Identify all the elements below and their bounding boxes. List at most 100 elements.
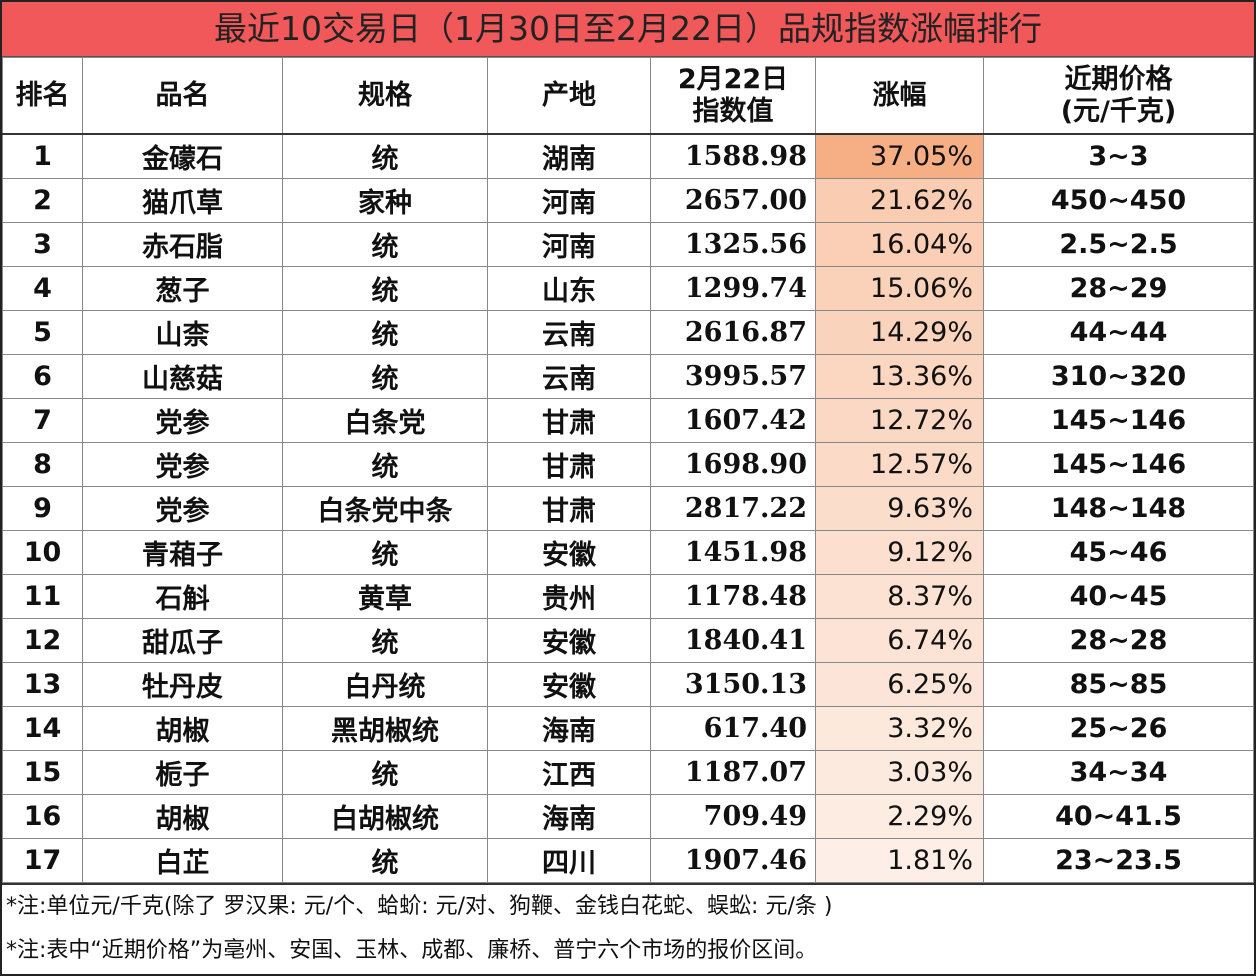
cell: 统: [282, 442, 488, 487]
cell: 9.63%: [815, 486, 984, 531]
cell: 白条党中条: [282, 486, 488, 531]
cell: 16: [2, 794, 83, 839]
cell: 1299.74: [650, 266, 816, 311]
cell: 2.5~2.5: [983, 222, 1254, 267]
cell: 310~320: [983, 354, 1254, 399]
cell: 海南: [487, 794, 651, 839]
cell: 40~45: [983, 574, 1254, 619]
cell: 23~23.5: [983, 838, 1254, 883]
table-row: 14 胡椒 黑胡椒统 海南 617.40 3.32% 25~26: [2, 706, 1254, 751]
table-row: 9 党参 白条党中条 甘肃 2817.22 9.63% 148~148: [2, 486, 1254, 531]
cell: 白胡椒统: [282, 794, 488, 839]
cell: 山慈菇: [82, 354, 283, 399]
cell: 6: [2, 354, 83, 399]
cell: 28~29: [983, 266, 1254, 311]
cell: 石斛: [82, 574, 283, 619]
cell: 12.72%: [815, 398, 984, 443]
cell: 1698.90: [650, 442, 816, 487]
header-cell: 排名: [2, 57, 83, 135]
table-row: 1 金礞石统湖南 1588.98 37.05% 3~3: [2, 133, 1254, 179]
cell: 赤石脂: [82, 222, 283, 267]
header-cell: 涨幅: [815, 57, 984, 135]
cell: 云南: [487, 354, 651, 399]
cell: 统: [282, 133, 488, 179]
header-row: 排名 品名 规格 产地 2月22日 指数值 涨幅 近期价格 (元/千克): [2, 57, 1254, 135]
cell: 白条党: [282, 398, 488, 443]
note: *注:单位元/千克(除了 罗汉果: 元/个、蛤蚧: 元/对、狗鞭、金钱白花蛇、蜈…: [6, 894, 833, 919]
cell: 16.04%: [815, 222, 984, 267]
cell: 148~148: [983, 486, 1254, 531]
cell: 2657.00: [650, 178, 816, 223]
table-row: 7 党参 白条党 甘肃 1607.42 12.72% 145~146: [2, 398, 1254, 443]
cell: 河南: [487, 178, 651, 223]
cell: 家种: [282, 178, 488, 223]
cell: 1588.98: [650, 133, 816, 179]
cell: 15: [2, 750, 83, 795]
cell: 统: [282, 750, 488, 795]
table: 排名 品名 规格 产地 2月22日 指数值 涨幅 近期价格 (元/千克) 1 金礞石统湖南 15…: [2, 57, 1254, 883]
cell: 5: [2, 310, 83, 355]
cell: 统: [282, 530, 488, 575]
cell: 猫爪草: [82, 178, 283, 223]
cell: 葱子: [82, 266, 283, 311]
table-row: 17 白芷统四川 1907.46 1.81% 23~23.5: [2, 838, 1254, 883]
cell: 统: [282, 310, 488, 355]
cell: 145~146: [983, 442, 1254, 487]
cell: 2: [2, 178, 83, 223]
cell: 统: [282, 354, 488, 399]
notes: *注:单位元/千克(除了 罗汉果: 元/个、蛤蚧: 元/对、狗鞭、金钱白花蛇、蜈…: [2, 883, 1254, 973]
cell: 黄草: [282, 574, 488, 619]
cell: 21.62%: [815, 178, 984, 223]
cell: 贵州: [487, 574, 651, 619]
cell: 安徽: [487, 530, 651, 575]
cell: 3~3: [983, 133, 1254, 179]
cell: 统: [282, 838, 488, 883]
header-cell: 规格: [282, 57, 488, 135]
cell: 河南: [487, 222, 651, 267]
cell: 1907.46: [650, 838, 816, 883]
cell: 甘肃: [487, 486, 651, 531]
cell: 8: [2, 442, 83, 487]
cell: 统: [282, 222, 488, 267]
table-row: 10 青葙子统安徽 1451.98 9.12% 45~46: [2, 530, 1254, 575]
cell: 湖南: [487, 133, 651, 179]
cell: 胡椒: [82, 706, 283, 751]
cell: 3995.57: [650, 354, 816, 399]
cell: 金礞石: [82, 133, 283, 179]
cell: 甜瓜子: [82, 618, 283, 663]
cell: 44~44: [983, 310, 1254, 355]
cell: 4: [2, 266, 83, 311]
cell: 2616.87: [650, 310, 816, 355]
table-row: 4 葱子统山东 1299.74 15.06% 28~29: [2, 266, 1254, 311]
cell: 3.32%: [815, 706, 984, 751]
cell: 云南: [487, 310, 651, 355]
table-row: 16 胡椒 白胡椒统 海南 709.49 2.29% 40~41.5: [2, 794, 1254, 839]
cell: 白芷: [82, 838, 283, 883]
table-row: 12 甜瓜子统安徽 1840.41 6.74% 28~28: [2, 618, 1254, 663]
cell: 青葙子: [82, 530, 283, 575]
header-cell: 产地: [487, 57, 651, 135]
cell: 15.06%: [815, 266, 984, 311]
cell: 江西: [487, 750, 651, 795]
cell: 25~26: [983, 706, 1254, 751]
cell: 黑胡椒统: [282, 706, 488, 751]
title: 最近10交易日（1月30日至2月22日）品规指数涨幅排行: [2, 2, 1254, 57]
header-cell: 近期价格 (元/千克): [983, 57, 1254, 135]
cell: 40~41.5: [983, 794, 1254, 839]
header-cell: 品名: [82, 57, 283, 135]
cell: 14: [2, 706, 83, 751]
cell: 党参: [82, 442, 283, 487]
table-row: 15 栀子统江西 1187.07 3.03% 34~34: [2, 750, 1254, 795]
cell: 13: [2, 662, 83, 707]
cell: 13.36%: [815, 354, 984, 399]
cell: 8.37%: [815, 574, 984, 619]
cell: 胡椒: [82, 794, 283, 839]
cell: 甘肃: [487, 398, 651, 443]
table-row: 5 山柰统云南 2616.87 14.29% 44~44: [2, 310, 1254, 355]
cell: 1178.48: [650, 574, 816, 619]
cell: 1187.07: [650, 750, 816, 795]
cell: 9: [2, 486, 83, 531]
table-row: 8 党参统甘肃 1698.90 12.57% 145~146: [2, 442, 1254, 487]
cell: 7: [2, 398, 83, 443]
cell: 9.12%: [815, 530, 984, 575]
